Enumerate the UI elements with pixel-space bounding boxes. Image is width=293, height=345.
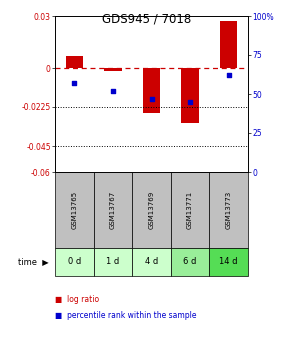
Text: ■  log ratio: ■ log ratio: [55, 296, 99, 305]
Bar: [181, 68, 199, 124]
Text: GSM13771: GSM13771: [187, 191, 193, 229]
Bar: [55, 172, 93, 248]
Point: [188, 99, 193, 105]
Bar: [132, 172, 171, 248]
Bar: [220, 21, 237, 68]
Bar: [55, 248, 93, 276]
Point: [149, 96, 154, 101]
Bar: [171, 248, 209, 276]
Text: 1 d: 1 d: [106, 257, 120, 266]
Text: ■  percentile rank within the sample: ■ percentile rank within the sample: [55, 310, 197, 319]
Text: 14 d: 14 d: [219, 257, 238, 266]
Point: [110, 88, 115, 93]
Bar: [171, 172, 209, 248]
Text: time  ▶: time ▶: [18, 257, 49, 266]
Bar: [143, 68, 160, 113]
Text: GDS945 / 7018: GDS945 / 7018: [102, 12, 191, 25]
Bar: [66, 56, 83, 68]
Text: 4 d: 4 d: [145, 257, 158, 266]
Bar: [93, 172, 132, 248]
Text: GSM13769: GSM13769: [149, 191, 154, 229]
Point: [72, 80, 77, 86]
Bar: [209, 172, 248, 248]
Bar: [93, 248, 132, 276]
Text: GSM13767: GSM13767: [110, 191, 116, 229]
Text: GSM13765: GSM13765: [71, 191, 77, 229]
Bar: [209, 248, 248, 276]
Text: GSM13773: GSM13773: [226, 191, 232, 229]
Point: [226, 72, 231, 78]
Text: 6 d: 6 d: [183, 257, 197, 266]
Bar: [132, 248, 171, 276]
Bar: [104, 68, 122, 71]
Text: 0 d: 0 d: [68, 257, 81, 266]
